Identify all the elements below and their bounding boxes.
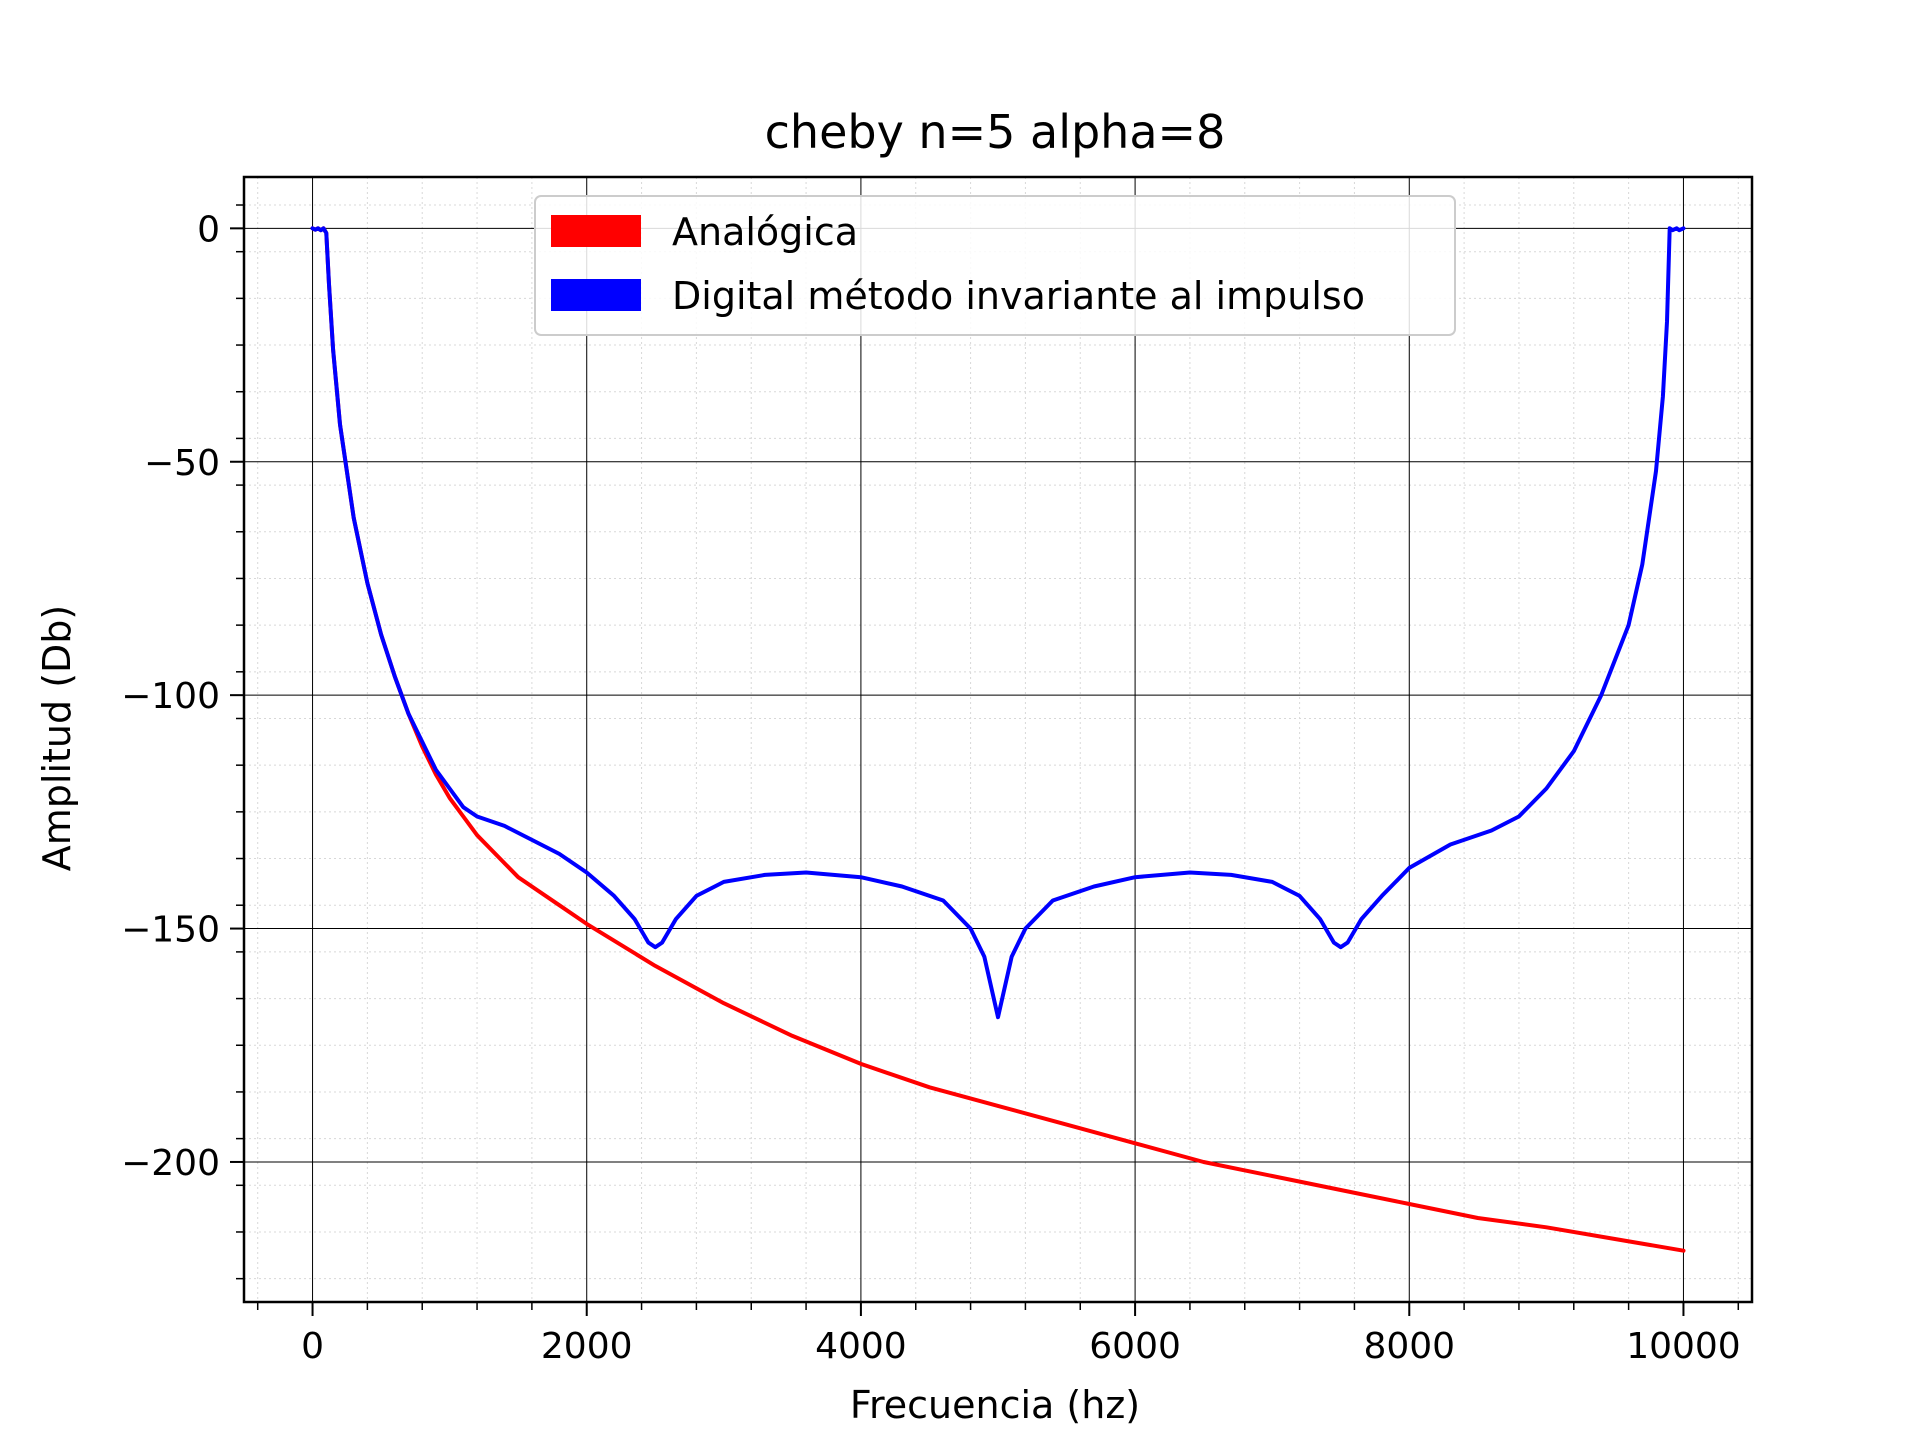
tick-labels: 0 2000 4000 6000 8000 10000 0 −50 −100 −150 −200: [121, 209, 1741, 1367]
legend-label-analogica: Analógica: [672, 210, 858, 254]
plot-frame: [242, 175, 1754, 1304]
y-tick-label: −200: [121, 1143, 220, 1184]
y-tick-label: −100: [121, 676, 220, 717]
y-axis-title: Amplitud (Db): [35, 605, 79, 871]
y-tick-label: 0: [197, 209, 220, 250]
axis-ticks: [230, 204, 1740, 1316]
minor-grid: [244, 177, 1752, 1302]
chart-title: cheby n=5 alpha=8: [765, 105, 1226, 159]
legend-swatch-digital: [551, 279, 641, 311]
legend-swatch-analogica: [551, 215, 641, 247]
x-tick-label: 6000: [1089, 1326, 1181, 1367]
x-tick-label: 4000: [815, 1326, 907, 1367]
y-tick-label: −150: [121, 910, 220, 951]
major-grid: [244, 177, 1752, 1302]
legend: Analógica Digital método invariante al i…: [534, 195, 1456, 336]
x-tick-label: 0: [301, 1326, 324, 1367]
x-axis-title: Frecuencia (hz): [850, 1383, 1140, 1427]
series-line-digital: [310, 226, 1686, 1020]
legend-box: [534, 195, 1456, 336]
y-tick-label: −50: [144, 443, 220, 484]
x-tick-label: 8000: [1363, 1326, 1455, 1367]
x-tick-label: 10000: [1626, 1326, 1741, 1367]
series-layer: [310, 226, 1686, 1253]
legend-label-digital: Digital método invariante al impulso: [672, 274, 1365, 318]
x-tick-label: 2000: [541, 1326, 633, 1367]
